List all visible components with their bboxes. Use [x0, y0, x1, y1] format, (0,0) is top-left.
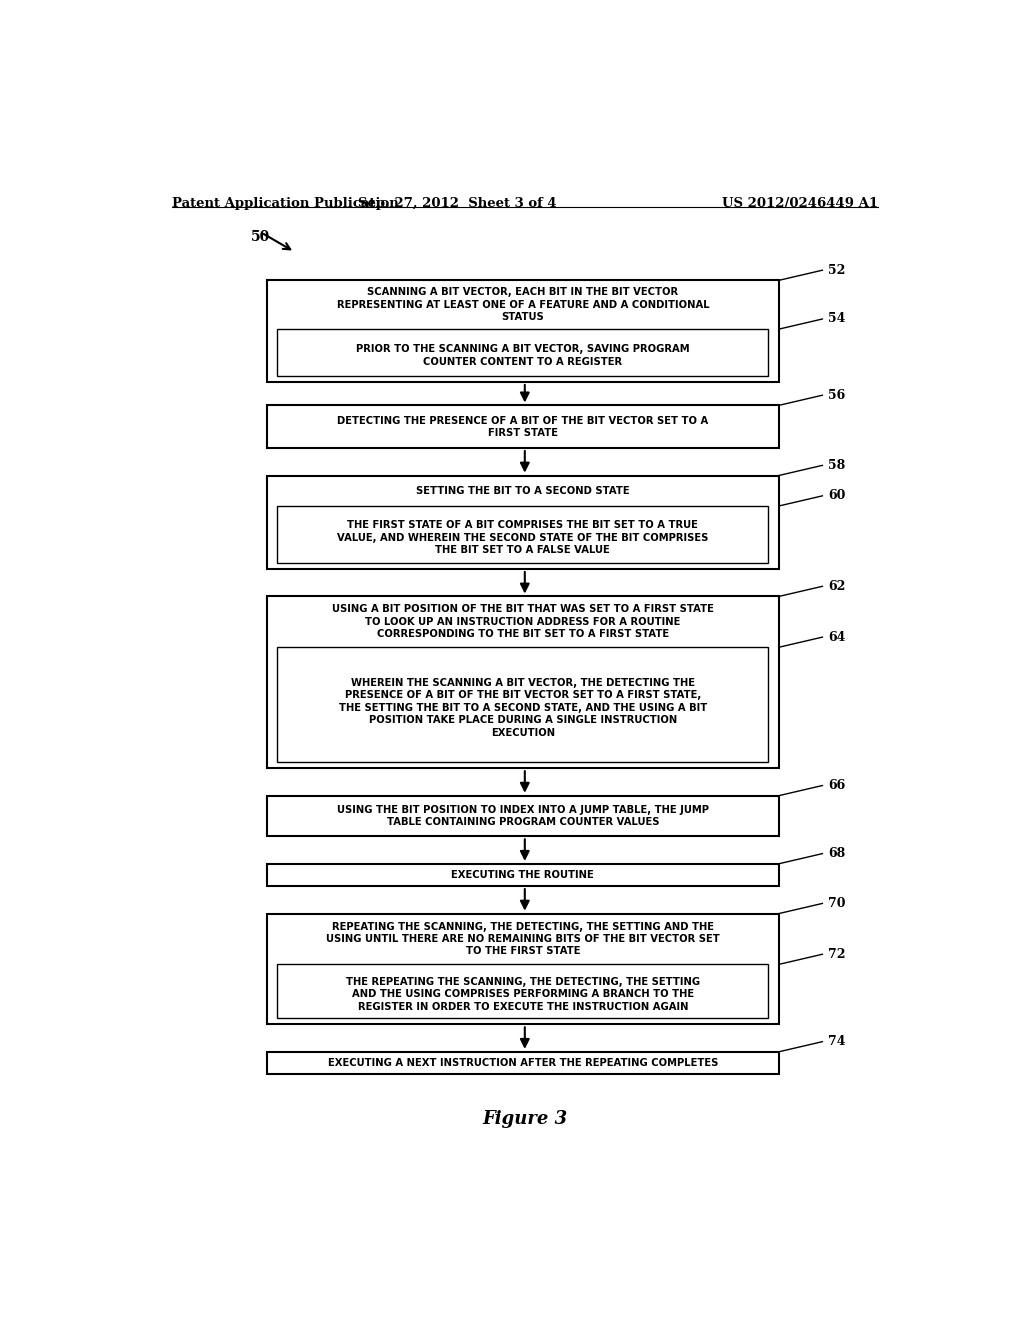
Text: PRIOR TO THE SCANNING A BIT VECTOR, SAVING PROGRAM
COUNTER CONTENT TO A REGISTER: PRIOR TO THE SCANNING A BIT VECTOR, SAVI…: [356, 345, 689, 367]
Text: 52: 52: [828, 264, 846, 277]
Text: 68: 68: [828, 847, 845, 861]
Text: 56: 56: [828, 388, 845, 401]
Text: WHEREIN THE SCANNING A BIT VECTOR, THE DETECTING THE
PRESENCE OF A BIT OF THE BI: WHEREIN THE SCANNING A BIT VECTOR, THE D…: [339, 678, 707, 738]
Bar: [267, 280, 778, 381]
Text: 54: 54: [828, 313, 846, 326]
Bar: [278, 647, 768, 762]
Text: Sep. 27, 2012  Sheet 3 of 4: Sep. 27, 2012 Sheet 3 of 4: [358, 197, 557, 210]
Text: USING THE BIT POSITION TO INDEX INTO A JUMP TABLE, THE JUMP
TABLE CONTAINING PRO: USING THE BIT POSITION TO INDEX INTO A J…: [337, 805, 709, 828]
Text: 70: 70: [828, 896, 846, 909]
Text: Figure 3: Figure 3: [482, 1110, 567, 1127]
Text: Patent Application Publication: Patent Application Publication: [172, 197, 398, 210]
Text: 66: 66: [828, 779, 845, 792]
Text: THE FIRST STATE OF A BIT COMPRISES THE BIT SET TO A TRUE
VALUE, AND WHEREIN THE : THE FIRST STATE OF A BIT COMPRISES THE B…: [337, 520, 709, 554]
Text: 62: 62: [828, 579, 846, 593]
Bar: [267, 863, 778, 886]
Text: THE REPEATING THE SCANNING, THE DETECTING, THE SETTING
AND THE USING COMPRISES P: THE REPEATING THE SCANNING, THE DETECTIN…: [346, 977, 699, 1012]
Bar: [267, 1052, 778, 1074]
Bar: [267, 913, 778, 1024]
Bar: [267, 796, 778, 837]
Text: EXECUTING A NEXT INSTRUCTION AFTER THE REPEATING COMPLETES: EXECUTING A NEXT INSTRUCTION AFTER THE R…: [328, 1059, 718, 1068]
Bar: [267, 597, 778, 768]
Text: 50: 50: [251, 230, 270, 244]
Text: US 2012/0246449 A1: US 2012/0246449 A1: [722, 197, 878, 210]
Text: REPEATING THE SCANNING, THE DETECTING, THE SETTING AND THE
USING UNTIL THERE ARE: REPEATING THE SCANNING, THE DETECTING, T…: [326, 921, 720, 957]
Text: SETTING THE BIT TO A SECOND STATE: SETTING THE BIT TO A SECOND STATE: [416, 486, 630, 496]
Text: 64: 64: [828, 631, 846, 644]
Bar: [278, 329, 768, 376]
Bar: [278, 965, 768, 1018]
Bar: [267, 405, 778, 447]
Text: DETECTING THE PRESENCE OF A BIT OF THE BIT VECTOR SET TO A
FIRST STATE: DETECTING THE PRESENCE OF A BIT OF THE B…: [337, 416, 709, 438]
Bar: [278, 506, 768, 562]
Bar: [267, 475, 778, 569]
Text: 60: 60: [828, 490, 846, 503]
Text: EXECUTING THE ROUTINE: EXECUTING THE ROUTINE: [452, 870, 594, 880]
Text: 74: 74: [828, 1035, 846, 1048]
Text: 58: 58: [828, 459, 845, 471]
Text: USING A BIT POSITION OF THE BIT THAT WAS SET TO A FIRST STATE
TO LOOK UP AN INST: USING A BIT POSITION OF THE BIT THAT WAS…: [332, 605, 714, 639]
Text: 72: 72: [828, 948, 846, 961]
Text: SCANNING A BIT VECTOR, EACH BIT IN THE BIT VECTOR
REPRESENTING AT LEAST ONE OF A: SCANNING A BIT VECTOR, EACH BIT IN THE B…: [337, 288, 710, 322]
